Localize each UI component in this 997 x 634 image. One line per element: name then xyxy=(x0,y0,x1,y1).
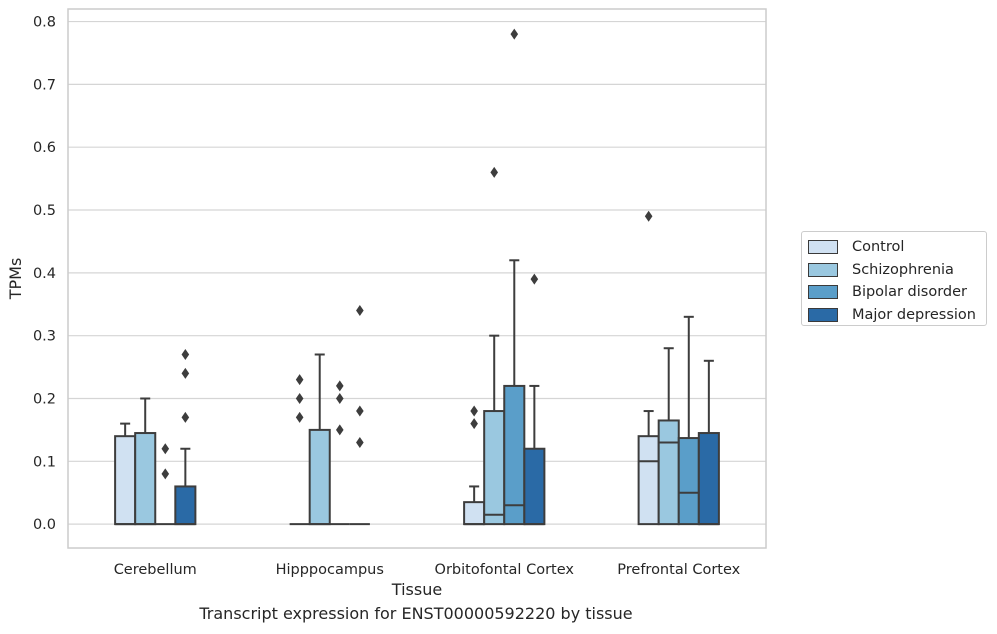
outlier-point xyxy=(181,367,190,379)
y-tick-label: 0.2 xyxy=(33,391,56,407)
outlier-point xyxy=(490,166,499,178)
box xyxy=(523,447,546,526)
box xyxy=(657,419,680,526)
box xyxy=(677,437,700,526)
box xyxy=(483,410,506,526)
y-tick-label: 0.7 xyxy=(33,77,56,93)
y-tick-label: 0.0 xyxy=(33,517,56,533)
y-tick-label: 0.5 xyxy=(33,203,56,219)
y-tick-label: 0.3 xyxy=(33,329,56,345)
outlier-point xyxy=(181,349,190,361)
outlier-point xyxy=(530,273,539,285)
legend-item-major-depression: Major depression xyxy=(808,304,986,327)
legend-item-bipolar-disorder: Bipolar disorder xyxy=(808,281,986,304)
x-tick-label: Orbitofontal Cortex xyxy=(435,562,575,578)
box xyxy=(503,384,526,526)
outlier-point xyxy=(295,411,304,423)
box xyxy=(637,435,660,526)
legend-label-control: Control xyxy=(852,239,905,256)
outlier-point xyxy=(356,436,364,448)
outlier-point xyxy=(335,424,344,436)
outlier-point xyxy=(356,305,364,317)
outlier-point xyxy=(470,418,478,430)
figure-caption: Transcript expression for ENST0000059222… xyxy=(199,604,633,623)
outlier-point xyxy=(335,380,344,392)
box xyxy=(174,485,197,526)
outlier-point xyxy=(335,392,344,404)
outlier-point xyxy=(161,443,170,455)
legend-item-schizophrenia: Schizophrenia xyxy=(808,259,986,282)
y-tick-label: 0.4 xyxy=(33,266,56,282)
legend-item-control: Control xyxy=(808,236,986,259)
legend-swatch-bipolar-disorder xyxy=(808,285,838,300)
outlier-point xyxy=(181,411,190,423)
outlier-point xyxy=(295,392,304,404)
box xyxy=(697,432,720,526)
x-tick-label: Hipppocampus xyxy=(276,562,384,578)
y-tick-label: 0.8 xyxy=(33,15,56,31)
outlier-point xyxy=(644,210,653,222)
box xyxy=(308,428,331,526)
y-tick-label: 0.1 xyxy=(33,454,56,470)
legend: Control Schizophrenia Bipolar disorder M… xyxy=(801,231,987,326)
legend-label-schizophrenia: Schizophrenia xyxy=(852,261,954,278)
legend-swatch-major-depression xyxy=(808,307,838,322)
plot-frame xyxy=(67,8,767,549)
box xyxy=(463,501,486,526)
x-axis-label: Tissue xyxy=(391,580,442,599)
outlier-point xyxy=(470,405,478,417)
y-axis-label: TPMs xyxy=(6,258,25,301)
legend-swatch-control xyxy=(808,240,838,255)
y-tick-label: 0.6 xyxy=(33,140,56,156)
outlier-point xyxy=(295,374,304,386)
legend-swatch-schizophrenia xyxy=(808,262,838,277)
x-tick-label: Prefrontal Cortex xyxy=(617,562,740,578)
box xyxy=(114,435,137,526)
box xyxy=(134,432,157,526)
legend-label-major-depression: Major depression xyxy=(852,306,976,323)
outlier-point xyxy=(356,405,364,417)
outlier-point xyxy=(510,28,519,40)
outlier-point xyxy=(161,468,170,480)
x-tick-label: Cerebellum xyxy=(114,562,197,578)
legend-label-bipolar-disorder: Bipolar disorder xyxy=(852,284,967,301)
